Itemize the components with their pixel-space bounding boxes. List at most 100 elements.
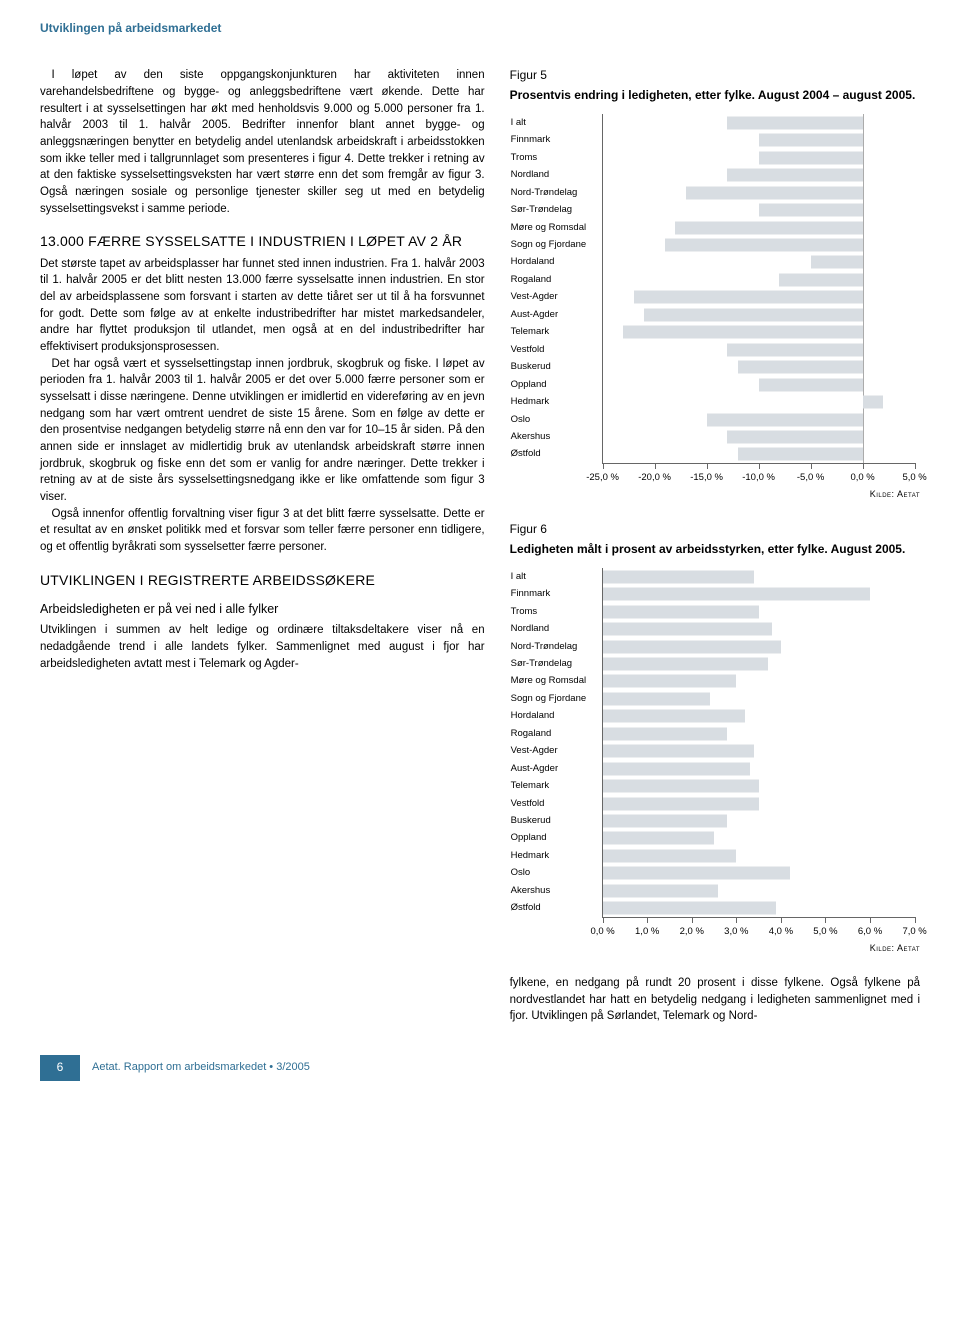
paragraph: fylkene, en nedgang på rundt 20 prosent … (510, 975, 920, 1025)
category-label: Sogn og Fjordane (511, 692, 599, 706)
category-label: Møre og Romsdal (511, 221, 599, 235)
bar (603, 657, 768, 670)
axis-tick-label: 3,0 % (724, 925, 748, 939)
axis-tick-label: -20,0 % (638, 471, 671, 485)
bar (603, 640, 781, 653)
bar (686, 186, 863, 199)
bar (779, 273, 862, 286)
bar (759, 134, 863, 147)
category-label: Vest-Agder (511, 744, 599, 758)
figure-5: Figur 5 Prosentvis endring i ledigheten,… (510, 67, 920, 501)
axis-tick-label: 5,0 % (902, 471, 926, 485)
category-label: Akershus (511, 884, 599, 898)
category-label: Aust-Agder (511, 308, 599, 322)
bar (603, 762, 750, 775)
category-label: Oppland (511, 378, 599, 392)
bar (603, 710, 746, 723)
category-label: Vest-Agder (511, 291, 599, 305)
axis-tick-label: -5,0 % (797, 471, 824, 485)
category-label: Troms (511, 605, 599, 619)
bar (759, 204, 863, 217)
category-label: Aust-Agder (511, 762, 599, 776)
bar (603, 780, 759, 793)
category-label: Troms (511, 151, 599, 165)
subheading-arbeidssokere: UTVIKLINGEN I REGISTRERTE ARBEIDS­SØKERE (40, 570, 485, 590)
paragraph: Også innenfor offentlig forvaltning vise… (40, 506, 485, 556)
bar (603, 570, 755, 583)
bar (603, 884, 719, 897)
bar (759, 378, 863, 391)
bar (644, 308, 862, 321)
bar-chart-6: 0,0 %1,0 %2,0 %3,0 %4,0 %5,0 %6,0 %7,0 %… (602, 568, 915, 918)
axis-tick-label: -25,0 % (586, 471, 619, 485)
category-label: Nordland (511, 168, 599, 182)
bar (727, 430, 862, 443)
category-label: Vestfold (511, 343, 599, 357)
paragraph: Det har også vært et sysselsettingstap i… (40, 356, 485, 506)
bar (738, 361, 863, 374)
bar (707, 413, 863, 426)
category-label: Akershus (511, 430, 599, 444)
category-label: Telemark (511, 779, 599, 793)
category-label: Østfold (511, 901, 599, 915)
category-label: Oslo (511, 413, 599, 427)
subheading-ledighet: Arbeidsledigheten er på vei ned i alle f… (40, 600, 485, 618)
bar-chart-5: -25,0 %-20,0 %-15,0 %-10,0 %-5,0 %0,0 %5… (602, 114, 915, 464)
figure-title: Prosentvis endring i ledigheten, etter f… (510, 87, 920, 104)
category-label: Rogaland (511, 273, 599, 287)
axis-tick-label: 2,0 % (680, 925, 704, 939)
axis-tick-label: 7,0 % (902, 925, 926, 939)
bar (603, 605, 759, 618)
section-header: Utviklingen på arbeidsmarkedet (40, 20, 920, 37)
bar (634, 291, 863, 304)
category-label: Nordland (511, 622, 599, 636)
category-label: Finnmark (511, 587, 599, 601)
category-label: Rogaland (511, 727, 599, 741)
category-label: Møre og Romsdal (511, 675, 599, 689)
paragraph: Det største tapet av arbeidsplasser har … (40, 256, 485, 356)
bar (603, 797, 759, 810)
category-label: Buskerud (511, 360, 599, 374)
bar (623, 326, 862, 339)
bar (727, 116, 862, 129)
axis-tick-label: 0,0 % (590, 925, 614, 939)
category-label: Buskerud (511, 814, 599, 828)
category-label: Sør-Trøndelag (511, 203, 599, 217)
axis-tick-label: 4,0 % (769, 925, 793, 939)
category-label: Telemark (511, 325, 599, 339)
bar (603, 832, 714, 845)
figure-source: Kilde: Aetat (510, 488, 920, 501)
category-label: Vestfold (511, 797, 599, 811)
bar (603, 867, 790, 880)
figure-label: Figur 6 (510, 521, 920, 538)
bar (727, 343, 862, 356)
paragraph: Utviklingen i summen av helt ledige og o… (40, 622, 485, 672)
category-label: Østfold (511, 448, 599, 462)
figure-source: Kilde: Aetat (510, 942, 920, 955)
bar (603, 692, 710, 705)
bar (603, 727, 728, 740)
category-label: Hordaland (511, 256, 599, 270)
bar (759, 151, 863, 164)
category-label: I alt (511, 570, 599, 584)
category-label: Sør-Trøndelag (511, 657, 599, 671)
axis-tick-label: 1,0 % (635, 925, 659, 939)
left-column: I løpet av den siste oppgangskonjunkture… (40, 67, 485, 1025)
category-label: Oppland (511, 832, 599, 846)
figure-title: Ledigheten målt i prosent av arbeidsstyr… (510, 541, 920, 558)
figure-label: Figur 5 (510, 67, 920, 84)
paragraph: I løpet av den siste oppgangskonjunkture… (40, 67, 485, 217)
figure-6: Figur 6 Ledigheten målt i prosent av arb… (510, 521, 920, 955)
axis-tick-label: -15,0 % (690, 471, 723, 485)
bar (863, 396, 884, 409)
category-label: Finnmark (511, 133, 599, 147)
bar (603, 745, 755, 758)
bar (675, 221, 862, 234)
page-footer: 6 Aetat. Rapport om arbeidsmarkedet • 3/… (40, 1055, 920, 1081)
axis-tick-label: 6,0 % (858, 925, 882, 939)
footer-text: Aetat. Rapport om arbeidsmarkedet • 3/20… (92, 1060, 310, 1076)
right-column: Figur 5 Prosentvis endring i ledigheten,… (510, 67, 920, 1025)
bar (665, 239, 863, 252)
bar (603, 623, 772, 636)
bar (603, 675, 737, 688)
